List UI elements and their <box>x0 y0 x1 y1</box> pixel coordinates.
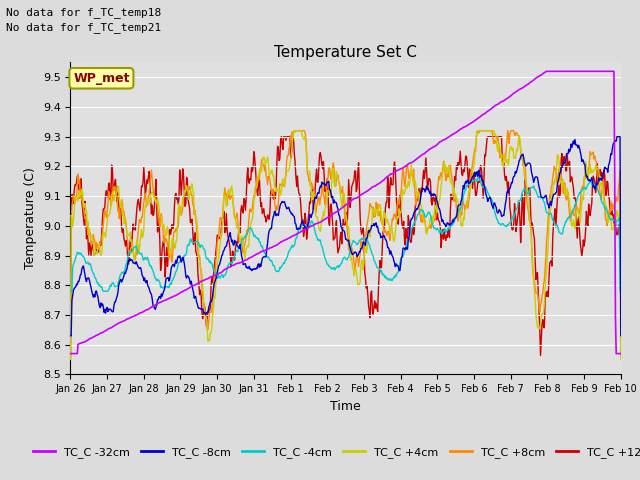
X-axis label: Time: Time <box>330 400 361 413</box>
Y-axis label: Temperature (C): Temperature (C) <box>24 168 37 269</box>
Legend: TC_C -32cm, TC_C -8cm, TC_C -4cm, TC_C +4cm, TC_C +8cm, TC_C +12cm: TC_C -32cm, TC_C -8cm, TC_C -4cm, TC_C +… <box>28 443 640 462</box>
Text: WP_met: WP_met <box>73 72 130 85</box>
Title: Temperature Set C: Temperature Set C <box>274 45 417 60</box>
Text: No data for f_TC_temp18: No data for f_TC_temp18 <box>6 7 162 18</box>
Text: No data for f_TC_temp21: No data for f_TC_temp21 <box>6 22 162 33</box>
